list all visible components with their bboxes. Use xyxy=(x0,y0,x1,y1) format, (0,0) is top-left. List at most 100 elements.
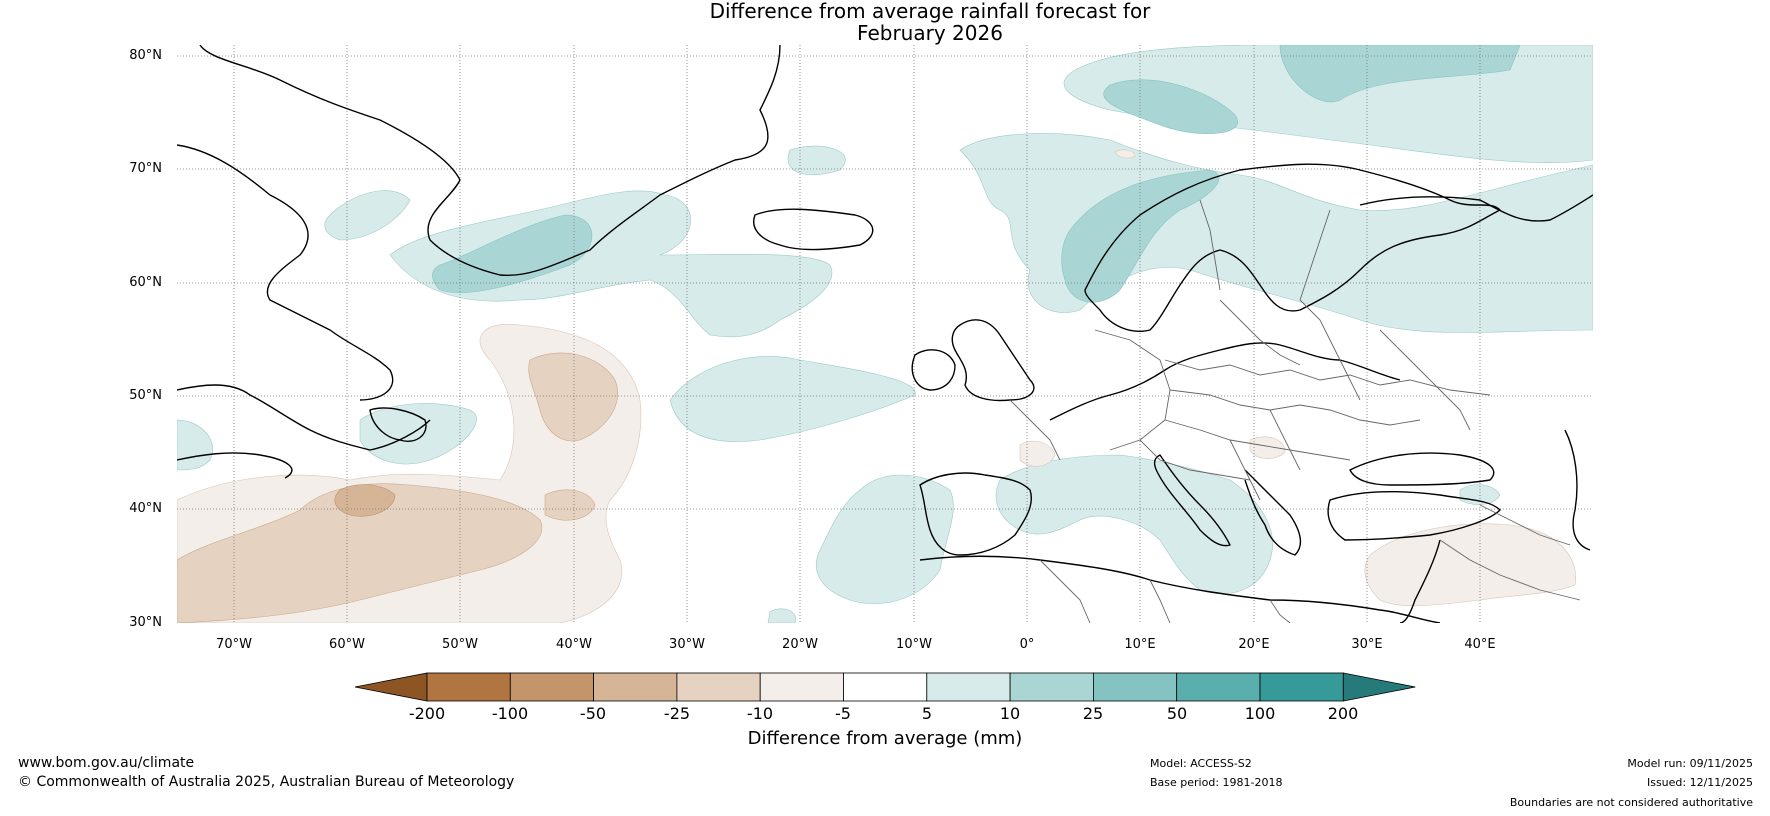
east-med-coast xyxy=(1399,539,1441,623)
newfoundland-coast xyxy=(369,407,427,442)
wet-anomaly-greenland-sea xyxy=(787,145,846,176)
north-africa-coast xyxy=(919,555,1441,623)
colorbar-tick: 5 xyxy=(921,704,933,723)
baffin-coast xyxy=(177,144,394,401)
wet-anomaly-mediterranean xyxy=(995,454,1273,594)
colorbar-tick: 100 xyxy=(1244,704,1276,723)
colorbar-segment xyxy=(1009,672,1094,702)
dry-anomaly-middle-east xyxy=(1364,523,1577,607)
country-borders xyxy=(1009,199,1581,623)
lon-label-40w: 40°W xyxy=(556,637,592,652)
colorbar-extend-high xyxy=(1342,672,1416,702)
colorbar-segment xyxy=(759,672,844,702)
colorbar-tick: -25 xyxy=(663,704,691,723)
labrador-coast xyxy=(177,384,431,451)
balkan-greece-coast xyxy=(1244,469,1302,556)
wet-anomaly-barents-core2 xyxy=(1279,45,1521,103)
wet-anomaly-irminger xyxy=(389,190,833,338)
lon-label-10w: 10°W xyxy=(896,637,932,652)
colorbar-tick: 50 xyxy=(1166,704,1188,723)
ireland-coast xyxy=(911,349,956,391)
dry-anomaly-france xyxy=(1019,440,1056,467)
map-title-line1: Difference from average rainfall forecas… xyxy=(709,0,1151,23)
colorbar-tick: -50 xyxy=(579,704,607,723)
wet-anomaly-gulf-of-guinea-edge xyxy=(767,608,797,623)
dry-anomaly-svalbard-spot xyxy=(1114,149,1136,159)
footer-copyright: © Commonwealth of Australia 2025, Austra… xyxy=(18,774,515,790)
kola-russia-coast xyxy=(1359,194,1593,222)
colorbar-extend-low xyxy=(354,672,428,702)
wet-anomaly-iberia-west xyxy=(815,474,954,605)
colorbar-segment xyxy=(593,672,678,702)
wet-anomaly-newfoundland xyxy=(359,403,477,465)
colorbar-label: Difference from average (mm) xyxy=(747,728,1023,749)
dry-anomaly-balkans xyxy=(1249,436,1286,459)
lon-label-30e: 30°E xyxy=(1351,637,1383,652)
turkey-coast xyxy=(1327,491,1501,541)
map-title-line2: February 2026 xyxy=(857,21,1003,45)
nova-scotia-coast xyxy=(177,452,293,479)
lat-label-60n: 60°N xyxy=(129,275,162,290)
lat-label-30n: 30°N xyxy=(129,615,162,630)
italy-coast xyxy=(1153,454,1231,547)
lat-label-80n: 80°N xyxy=(129,48,162,63)
coastlines xyxy=(177,45,1593,623)
colorbar-tick: -5 xyxy=(835,704,851,723)
wet-anomaly-nova-scotia xyxy=(177,419,213,471)
colorbar-tick: 10 xyxy=(999,704,1021,723)
colorbar-tick: -200 xyxy=(408,704,446,723)
lon-label-20w: 20°W xyxy=(782,637,818,652)
lon-label-60w: 60°W xyxy=(329,637,365,652)
greenland-coast xyxy=(199,45,781,277)
footer-base-period: Base period: 1981-2018 xyxy=(1150,776,1283,789)
dry-anomaly-atlantic-mid xyxy=(177,483,543,623)
wet-anomaly-midatlantic xyxy=(669,356,916,442)
colorbar-segment xyxy=(926,672,1011,702)
caspian-coast xyxy=(1564,429,1591,551)
colorbar-tick: -10 xyxy=(746,704,774,723)
colorbar-segment xyxy=(509,672,594,702)
lon-label-50w: 50°W xyxy=(442,637,478,652)
footer-issued: Issued: 12/11/2025 xyxy=(1646,776,1753,789)
wet-anomaly-norwegian-sea xyxy=(959,133,1593,333)
lat-label-70n: 70°N xyxy=(129,161,162,176)
anomaly-shading xyxy=(177,45,1593,623)
map-plot-area xyxy=(177,45,1593,623)
wet-anomaly-norway-coast xyxy=(1061,169,1220,303)
scandinavia-coast xyxy=(1084,163,1501,332)
iberia-coast xyxy=(919,472,1032,556)
colorbar-segment xyxy=(426,672,511,702)
dry-anomaly-atlantic-east xyxy=(544,489,596,521)
colorbar xyxy=(354,672,1416,702)
colorbar-segment xyxy=(676,672,761,702)
black-sea-coast xyxy=(1349,452,1495,486)
colorbar-segment xyxy=(843,672,928,702)
dry-anomaly-atlantic-core xyxy=(334,484,396,517)
wet-anomaly-labrador xyxy=(324,190,411,241)
footer-disclaimer: Boundaries are not considered authoritat… xyxy=(1509,796,1753,809)
wet-anomaly-barents-core xyxy=(1103,79,1238,134)
colorbar-segment xyxy=(1093,672,1178,702)
britain-coast xyxy=(951,319,1035,402)
footer-model: Model: ACCESS-S2 xyxy=(1150,757,1252,770)
lon-label-0: 0° xyxy=(1019,637,1035,652)
lat-label-40n: 40°N xyxy=(129,501,162,516)
footer-model-run: Model run: 09/11/2025 xyxy=(1627,757,1753,770)
lon-label-70w: 70°W xyxy=(216,637,252,652)
colorbar-tick: -100 xyxy=(491,704,529,723)
europe-coast xyxy=(1049,342,1401,421)
lon-label-20e: 20°E xyxy=(1238,637,1270,652)
wet-anomaly-irminger-core xyxy=(432,214,593,293)
lon-label-10e: 10°E xyxy=(1124,637,1156,652)
colorbar-tick: 25 xyxy=(1082,704,1104,723)
iceland-coast xyxy=(753,208,874,251)
dry-anomaly-atlantic-upper xyxy=(528,352,618,442)
colorbar-segment xyxy=(1176,672,1261,702)
colorbar-tick: 200 xyxy=(1327,704,1359,723)
lon-label-40e: 40°E xyxy=(1464,637,1496,652)
colorbar-segment xyxy=(1259,672,1344,702)
lon-label-30w: 30°W xyxy=(669,637,705,652)
footer-website: www.bom.gov.au/climate xyxy=(18,755,195,771)
lat-label-50n: 50°N xyxy=(129,388,162,403)
